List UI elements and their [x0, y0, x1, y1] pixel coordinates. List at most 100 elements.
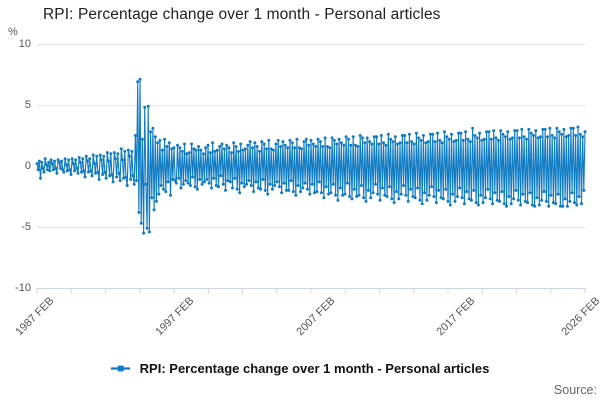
legend-point — [117, 365, 124, 372]
series-point — [526, 201, 530, 205]
series-point — [323, 136, 327, 140]
series-point — [301, 186, 305, 190]
series-point — [522, 135, 526, 139]
series-point — [290, 141, 294, 145]
series-point — [433, 140, 437, 144]
series-point — [534, 129, 538, 133]
series-point — [570, 191, 574, 195]
series-point — [220, 142, 224, 146]
series-point — [336, 198, 340, 202]
series-point — [266, 192, 270, 196]
series-point — [103, 170, 107, 174]
series-point — [169, 193, 172, 197]
series-point — [146, 104, 150, 108]
series-point — [376, 192, 380, 196]
series-point — [96, 170, 100, 174]
series-point — [407, 132, 411, 136]
series-point — [395, 190, 398, 194]
series-point — [418, 198, 422, 202]
series-point — [164, 190, 168, 194]
series-point — [366, 188, 370, 192]
series-point — [431, 132, 435, 136]
series-point — [288, 138, 292, 142]
series-point — [362, 196, 366, 200]
series-point — [124, 175, 128, 179]
series-point — [94, 171, 97, 175]
source-text: Source: — [553, 383, 597, 397]
series-point — [549, 193, 553, 197]
series-point — [265, 147, 268, 151]
series-point — [485, 130, 489, 134]
series-point — [503, 135, 507, 139]
series-point — [296, 184, 300, 187]
series-point — [200, 182, 204, 186]
series-point — [516, 198, 520, 202]
series-point — [419, 138, 423, 142]
legend-label: RPI: Percentage change over 1 month - Pe… — [139, 361, 490, 376]
series-point — [562, 127, 566, 131]
series-point — [49, 158, 53, 162]
series-point — [287, 188, 291, 192]
legend-item[interactable]: RPI: Percentage change over 1 month - Pe… — [110, 361, 490, 376]
series-point — [519, 203, 523, 207]
series-point — [378, 198, 382, 202]
series-point — [533, 204, 537, 208]
series-point — [106, 159, 110, 163]
series-point — [369, 196, 373, 200]
series-point — [405, 141, 409, 145]
series-point — [39, 176, 42, 180]
series-point — [283, 143, 287, 147]
series-point — [413, 196, 417, 200]
series-point — [51, 168, 55, 172]
series-point — [536, 136, 540, 140]
series-point — [256, 186, 260, 190]
series-point — [110, 173, 114, 176]
series-point — [115, 175, 119, 179]
gridline — [37, 227, 586, 228]
series-point — [62, 170, 66, 174]
series-point — [576, 125, 580, 129]
series-point — [498, 199, 501, 203]
series-point — [382, 141, 386, 145]
series-point — [400, 134, 404, 137]
y-axis-tick-label: 0 — [24, 160, 31, 172]
series-point — [386, 132, 390, 136]
series-point — [343, 192, 347, 196]
series-point — [459, 131, 463, 135]
series-point — [505, 204, 508, 208]
legend: RPI: Percentage change over 1 month - Pe… — [0, 361, 600, 376]
series-point — [330, 136, 334, 140]
series-point — [173, 179, 177, 183]
series-point — [286, 146, 290, 150]
series-point — [342, 143, 346, 147]
series-point — [303, 181, 307, 185]
series-point — [445, 135, 449, 139]
series-point — [555, 126, 559, 130]
series-point — [472, 188, 476, 192]
series-point — [513, 129, 517, 133]
series-point — [310, 182, 314, 186]
series-point — [510, 136, 514, 140]
series-point — [321, 145, 325, 148]
series-point — [85, 159, 89, 163]
series-point — [335, 142, 339, 146]
series-point — [423, 191, 427, 195]
series-point — [260, 140, 264, 144]
series-point — [147, 230, 151, 234]
series-point — [320, 191, 323, 195]
series-point — [580, 202, 583, 206]
series-point — [548, 126, 552, 130]
series-point — [491, 202, 494, 206]
series-point — [334, 193, 338, 197]
series-point — [377, 142, 381, 146]
series-point — [252, 190, 256, 194]
series-point — [354, 143, 357, 147]
series-point — [424, 141, 428, 145]
series-point — [544, 199, 548, 203]
series-point — [454, 138, 458, 142]
series-point — [226, 179, 230, 183]
series-point — [384, 143, 388, 147]
series-point — [521, 192, 525, 196]
series-point — [77, 156, 81, 159]
